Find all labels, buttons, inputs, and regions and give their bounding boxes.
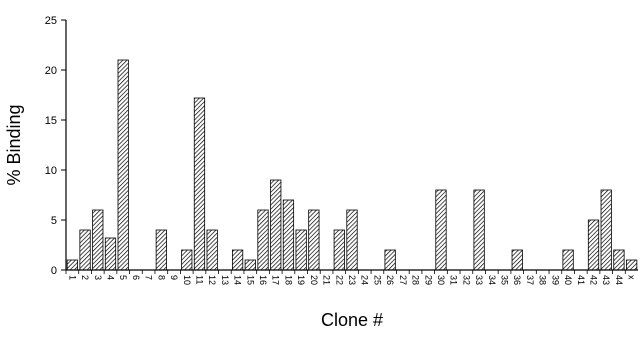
- bar-33: [473, 189, 485, 271]
- x-tick-label: 11: [194, 275, 204, 284]
- x-tick-label: 41: [576, 275, 586, 285]
- bar-10: [181, 249, 193, 271]
- bar-18: [282, 199, 295, 271]
- x-tick-label: 12: [207, 275, 217, 285]
- x-tick-label: 32: [461, 275, 471, 285]
- x-tick-label: 28: [411, 275, 421, 285]
- bar-26: [384, 249, 396, 271]
- bar-15: [244, 259, 256, 271]
- x-tick-label: 27: [398, 275, 408, 285]
- x-tick-label: 20: [309, 275, 319, 285]
- x-tick-label: 17: [271, 275, 281, 285]
- bars-layer: [66, 59, 638, 271]
- x-tick-label: 24: [360, 275, 370, 285]
- x-tick-label: 29: [423, 275, 433, 285]
- x-tick-label: 18: [283, 275, 293, 285]
- x-tick-label: 15: [245, 275, 255, 285]
- x-tick-label: 35: [500, 275, 510, 285]
- x-tick-label: 16: [258, 275, 268, 285]
- bar-30: [435, 189, 447, 271]
- bar-3: [92, 209, 104, 271]
- x-tick-label: 21: [322, 275, 332, 285]
- x-tick-label: 43: [601, 275, 611, 285]
- x-tick-label: 5: [118, 275, 128, 280]
- x-tick-label: 42: [589, 275, 599, 285]
- x-tick-label: 23: [347, 275, 357, 285]
- x-tick-label: 33: [474, 275, 484, 285]
- x-tick-label: 31: [449, 275, 459, 285]
- bar-36: [511, 249, 523, 271]
- bar-x: [626, 259, 638, 271]
- bar-4: [104, 237, 117, 271]
- x-axis-title: Clone #: [321, 310, 383, 330]
- x-tick-label: 9: [169, 275, 179, 280]
- y-tick-label: 0: [51, 265, 57, 277]
- bar-43: [600, 189, 612, 271]
- bar-8: [155, 229, 167, 271]
- x-tick-label: 14: [233, 275, 243, 285]
- x-tick-label: 37: [525, 275, 535, 285]
- x-tick-label: 40: [563, 275, 573, 285]
- bar-42: [587, 219, 600, 271]
- bar-16: [257, 209, 269, 271]
- x-tick-label: 34: [487, 275, 497, 285]
- bar-2: [79, 229, 91, 271]
- x-tick-label: 44: [614, 275, 624, 285]
- x-tick-label: 26: [385, 275, 395, 285]
- x-tick-label: 6: [131, 275, 141, 280]
- bar-5: [117, 59, 129, 271]
- x-tick-label: 38: [538, 275, 548, 285]
- x-tick-label: 7: [144, 275, 154, 280]
- bar-14: [231, 249, 244, 271]
- x-tick-label: 13: [220, 275, 230, 285]
- y-axis-title: % Binding: [4, 104, 24, 185]
- bar-19: [295, 229, 307, 271]
- bar-23: [346, 209, 358, 271]
- x-tick-label: 10: [182, 275, 192, 285]
- bar-17: [270, 179, 282, 271]
- x-tick-label: 22: [334, 275, 344, 285]
- x-tick-label: 4: [105, 275, 115, 280]
- x-tick-label: 19: [296, 275, 306, 285]
- y-tick-label: 25: [45, 15, 57, 27]
- bar-40: [562, 249, 574, 271]
- x-tick-label: 3: [93, 275, 103, 280]
- x-tick-label: 39: [550, 275, 560, 285]
- y-tick-label: 10: [45, 165, 57, 177]
- x-tick-label: 1: [67, 275, 77, 280]
- x-tick-label: 36: [512, 275, 522, 285]
- y-tick-label: 5: [51, 215, 57, 227]
- y-tick-label: 20: [45, 65, 57, 77]
- bar-44: [613, 249, 625, 271]
- bar-1: [66, 259, 78, 271]
- bar-12: [206, 229, 218, 271]
- x-tick-label: 25: [372, 275, 382, 285]
- x-tick-label: x: [627, 275, 637, 280]
- bar-22: [333, 229, 345, 271]
- x-tick-label: 2: [80, 275, 90, 280]
- bar-11: [193, 97, 206, 271]
- y-tick-label: 15: [45, 115, 57, 127]
- x-tick-label: 8: [156, 275, 166, 280]
- bar-20: [308, 209, 320, 271]
- x-tick-label: 30: [436, 275, 446, 285]
